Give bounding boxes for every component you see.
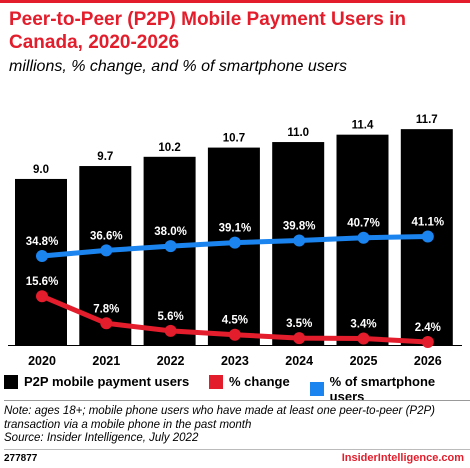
data-label-pct-smartphone: 34.8% <box>26 236 59 248</box>
note-text: Note: ages 18+; mobile phone users who h… <box>4 405 435 431</box>
notes-block: Note: ages 18+; mobile phone users who h… <box>4 405 464 446</box>
x-tick-label: 2021 <box>92 354 120 368</box>
bar-value-label: 10.7 <box>223 133 245 145</box>
data-label-pct-change: 5.6% <box>157 311 183 323</box>
data-label-pct-smartphone: 36.6% <box>90 230 123 242</box>
point-pct-smartphone <box>36 250 48 262</box>
x-tick-label: 2020 <box>28 354 56 368</box>
point-pct-smartphone <box>293 234 306 247</box>
x-tick-label: 2025 <box>350 354 378 368</box>
point-pct-change <box>36 290 48 303</box>
data-label-pct-change: 15.6% <box>26 276 59 288</box>
data-label-pct-smartphone: 40.7% <box>347 218 380 230</box>
point-pct-smartphone <box>100 244 113 257</box>
data-label-pct-smartphone: 38.0% <box>154 226 187 238</box>
legend-swatch-red <box>209 374 223 389</box>
data-label-pct-smartphone: 41.1% <box>411 216 444 228</box>
data-label-pct-change: 7.8% <box>93 303 119 315</box>
legend-item-pct-change: % change <box>209 374 290 389</box>
bar-value-label: 9.7 <box>97 151 113 163</box>
point-pct-change <box>100 317 113 330</box>
data-label-pct-change: 4.5% <box>222 315 248 327</box>
legend-label: P2P mobile payment users <box>24 374 190 389</box>
bar-value-label: 11.7 <box>416 114 438 126</box>
source-text: Source: Insider Intelligence, July 2022 <box>4 432 199 444</box>
notes-divider <box>4 400 470 401</box>
chart-title: Peer-to-Peer (P2P) Mobile Payment Users … <box>9 9 407 53</box>
x-tick-label: 2024 <box>285 354 313 368</box>
point-pct-change <box>357 332 370 345</box>
legend-item-p2p-users: P2P mobile payment users <box>4 374 189 389</box>
data-label-pct-change: 2.4% <box>415 322 441 334</box>
bar-value-label: 11.4 <box>352 120 374 132</box>
point-pct-change <box>164 324 177 337</box>
chart-subtitle: millions, % change, and % of smartphone … <box>9 58 347 75</box>
legend-label: % change <box>229 374 290 389</box>
legend-item-pct-smartphone: % of smartphone users <box>310 374 470 404</box>
chart-legend: P2P mobile payment users % change % of s… <box>4 374 470 404</box>
legend-swatch-blue <box>310 382 324 396</box>
chart-plot: 9.0 9.7 10.2 10.7 11.0 11.4 11.7 2020 2021 2022 20… <box>8 114 462 368</box>
point-pct-smartphone <box>164 240 177 253</box>
data-label-pct-change: 3.4% <box>350 319 376 331</box>
point-pct-change <box>293 332 306 345</box>
brand-link[interactable]: InsiderIntelligence.com <box>341 452 464 464</box>
data-label-pct-smartphone: 39.8% <box>283 221 316 233</box>
point-pct-smartphone <box>421 230 434 243</box>
top-accent-bar <box>0 0 470 3</box>
x-tick-label: 2022 <box>157 354 185 368</box>
point-pct-smartphone <box>228 236 241 249</box>
data-label-pct-smartphone: 39.1% <box>219 223 252 235</box>
x-tick-label: 2023 <box>221 354 249 368</box>
point-pct-smartphone <box>357 231 370 244</box>
bar-value-label: 10.2 <box>158 142 180 154</box>
footer-divider <box>4 449 470 450</box>
point-pct-change <box>228 328 241 341</box>
bar-value-label: 9.0 <box>33 164 49 176</box>
chart-id: 277877 <box>4 453 38 464</box>
data-label-pct-change: 3.5% <box>286 318 312 330</box>
bar-value-label: 11.0 <box>287 127 309 139</box>
legend-swatch-black <box>4 374 18 389</box>
bar-p2p-users <box>15 178 67 345</box>
x-tick-label: 2026 <box>414 354 442 368</box>
point-pct-change <box>421 336 434 348</box>
